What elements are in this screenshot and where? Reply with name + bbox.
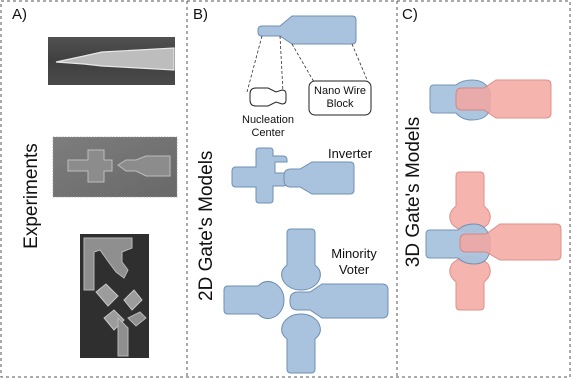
nucleation-center-label: Nucleation Center bbox=[226, 114, 310, 140]
inverter-label: Inverter bbox=[327, 146, 373, 161]
nucleation-label-line1: Nucleation bbox=[242, 114, 294, 126]
nanowire-block-label: Nano Wire Block bbox=[309, 85, 371, 111]
inverter-3d bbox=[429, 79, 552, 121]
majority-voter-3d bbox=[425, 171, 562, 311]
minority-label-line1: Minority bbox=[331, 246, 377, 261]
nucleation-label-line2: Center bbox=[251, 127, 285, 139]
panel-a-title: Experiments bbox=[21, 143, 42, 249]
panel-c-title: 3D Gate's Models bbox=[403, 116, 424, 268]
panel-b-letter: B) bbox=[193, 6, 208, 23]
sem-image-nanowire bbox=[48, 37, 175, 85]
guide-lines bbox=[246, 35, 369, 93]
nanowire-2d bbox=[257, 15, 357, 45]
sem-image-majority bbox=[80, 234, 149, 358]
minority-voter-label: Minority Voter bbox=[322, 246, 386, 278]
nucleation-center-shape bbox=[249, 87, 287, 107]
panel-c-letter: C) bbox=[402, 6, 418, 23]
majority-voter-2d bbox=[223, 228, 389, 374]
panel-a-letter: A) bbox=[12, 6, 27, 23]
nanowire-label-line2: Block bbox=[326, 98, 354, 110]
panel-b-title: 2D Gate's Models bbox=[196, 150, 217, 301]
inverter-2d bbox=[231, 147, 355, 204]
minority-label-line2: Voter bbox=[338, 262, 370, 277]
nanowire-block-shape bbox=[308, 80, 372, 116]
sem-image-inverter bbox=[52, 136, 178, 198]
nanowire-label-line1: Nano Wire bbox=[314, 85, 366, 97]
